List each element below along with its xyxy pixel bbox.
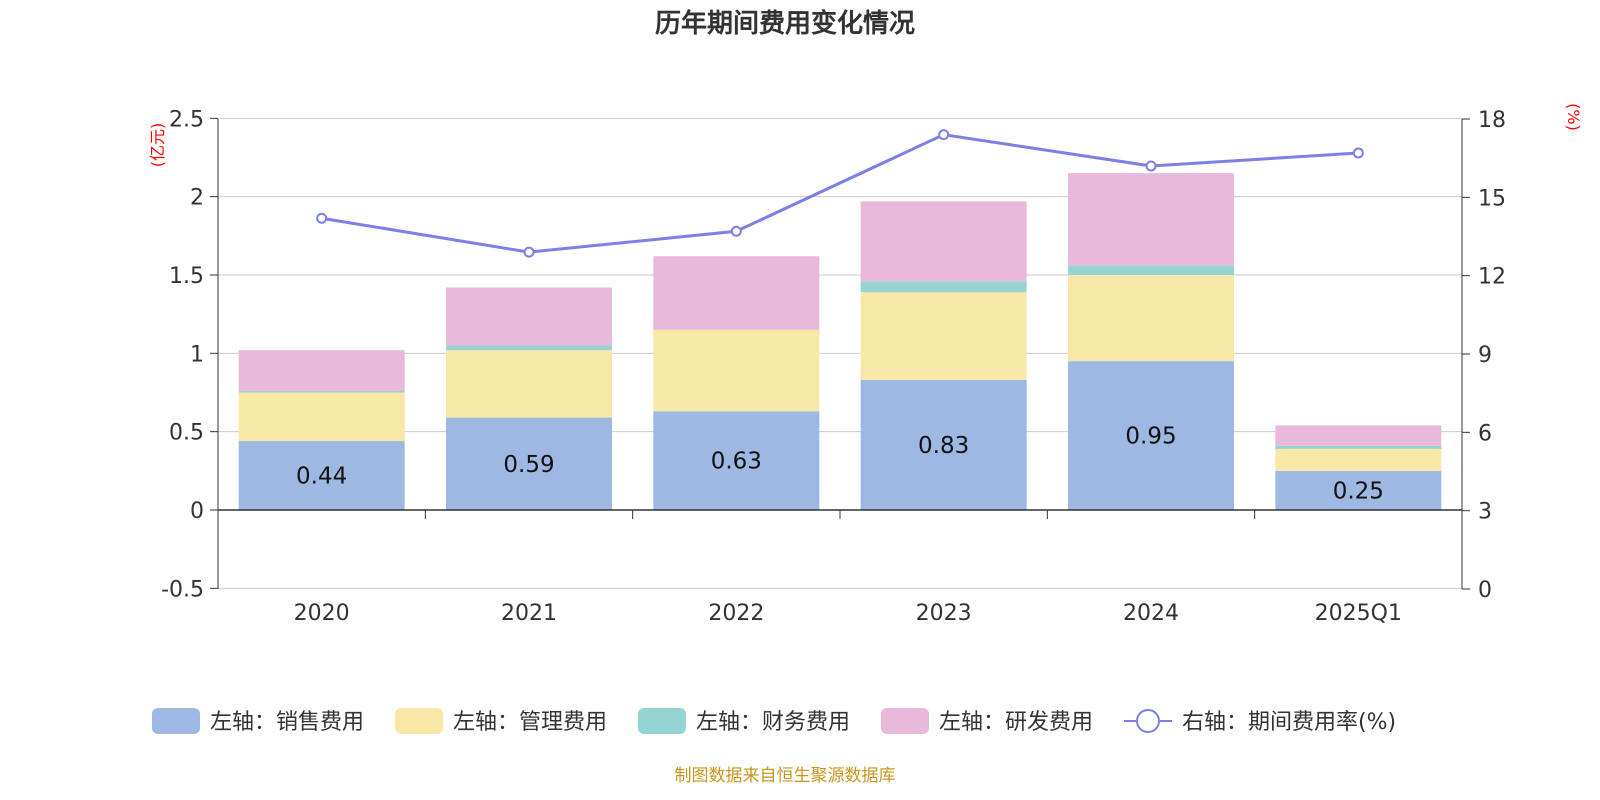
rate-point	[730, 225, 742, 237]
bar-segment	[860, 379, 1027, 510]
left-axis-unit: (亿元)	[148, 123, 167, 168]
x-axis-tick-label: 2022	[708, 601, 764, 626]
bar-data-label: 0.95	[1125, 424, 1176, 450]
chart-title: 历年期间费用变化情况	[655, 8, 915, 39]
bar-segment	[1275, 425, 1442, 446]
bar-segment	[238, 350, 405, 391]
rate-line-path	[321, 133, 1359, 254]
legend-circle-icon	[1136, 709, 1160, 733]
legend-swatch	[638, 708, 686, 734]
right-axis-tick-label: 3	[1478, 500, 1492, 525]
bar-segment	[446, 350, 612, 418]
right-axis-tick-label: 0	[1478, 578, 1492, 603]
bar-segment	[860, 292, 1027, 380]
x-axis-tick-label: 2024	[1123, 601, 1179, 626]
left-axis-tick-label: 0	[190, 499, 204, 524]
bar-data-label: 0.83	[918, 433, 969, 459]
rate-point	[938, 129, 950, 141]
legend-item[interactable]: 右轴：期间费用率(%)	[1124, 709, 1396, 735]
bar-segment	[1068, 265, 1234, 275]
data-source: 制图数据来自恒生聚源数据库	[675, 766, 896, 786]
bar-segment	[238, 390, 405, 393]
bar-data-label: 0.44	[296, 464, 347, 490]
bar-data-label: 0.63	[711, 449, 762, 475]
right-axis-tick-label: 12	[1478, 265, 1506, 290]
legend-item[interactable]: 左轴：管理费用	[395, 708, 607, 735]
bar-segment	[238, 441, 405, 510]
x-axis-tick-label: 2023	[916, 601, 972, 626]
rate-point	[316, 212, 328, 224]
bar-segment	[653, 411, 820, 510]
legend-label: 左轴：销售费用	[210, 710, 364, 735]
rate-point	[1145, 160, 1157, 172]
legend-swatch	[152, 708, 200, 734]
bar-segment	[1275, 448, 1442, 471]
left-axis-tick-label: 2	[190, 186, 204, 211]
legend-label: 左轴：财务费用	[696, 710, 850, 735]
legend: 左轴：销售费用 左轴：管理费用 左轴：财务费用 左轴：研发费用 右轴：期间费用率(%)	[152, 708, 1396, 735]
left-axis-tick-label: 1	[190, 342, 204, 367]
right-axis-tick-label: 15	[1478, 186, 1506, 211]
bar-data-label: 0.25	[1333, 478, 1384, 504]
bar-segment	[653, 256, 820, 330]
bar-data-label: 0.59	[503, 452, 554, 478]
left-axis-tick-label: 1.5	[169, 264, 204, 289]
bar-segment	[860, 201, 1027, 282]
legend-label: 左轴：研发费用	[939, 710, 1093, 735]
x-axis-tick-label: 2021	[501, 601, 557, 626]
x-axis-tick-label: 2020	[294, 601, 350, 626]
right-axis-tick-label: 6	[1478, 421, 1492, 446]
legend-label: 右轴：期间费用率(%)	[1182, 710, 1396, 735]
data-labels: 0.44 0.59 0.63 0.83 0.95 0.25	[296, 424, 1384, 505]
left-axis-tick-label: 2.5	[169, 107, 204, 132]
right-axis-tick-label: 9	[1478, 343, 1492, 368]
bars	[238, 173, 1442, 510]
bar-segment	[238, 392, 405, 442]
bar-segment	[1275, 470, 1442, 510]
legend-swatch	[881, 708, 929, 734]
bar-segment	[446, 417, 612, 510]
legend-swatch	[395, 708, 443, 734]
bar-segment	[1068, 173, 1234, 266]
left-axis-tick-label: 0.5	[169, 421, 204, 446]
axes: -0.5 0 0.5 1 1.5 2 2.5 0 3 6 9 12 15 18 2020 2021 2022 20…	[161, 107, 1506, 626]
left-axis-tick-label: -0.5	[161, 577, 204, 602]
rate-point	[1352, 147, 1364, 159]
bar-segment	[446, 345, 612, 351]
legend-item[interactable]: 左轴：研发费用	[881, 708, 1093, 735]
legend-item[interactable]: 左轴：财务费用	[638, 708, 850, 735]
x-axis-tick-label: 2025Q1	[1315, 601, 1402, 626]
bar-segment	[446, 287, 612, 346]
rate-line	[316, 129, 1364, 258]
gridlines	[218, 117, 1462, 589]
rate-point	[523, 246, 535, 258]
bar-segment	[1068, 361, 1234, 510]
bar-segment	[860, 281, 1027, 293]
legend-label: 左轴：管理费用	[453, 710, 607, 735]
legend-item[interactable]: 左轴：销售费用	[152, 708, 364, 735]
bar-segment	[653, 329, 820, 412]
right-axis-tick-label: 18	[1478, 108, 1506, 133]
right-axis-unit: (%)	[1564, 103, 1583, 131]
bar-segment	[1068, 275, 1234, 362]
bar-segment	[1275, 445, 1442, 449]
